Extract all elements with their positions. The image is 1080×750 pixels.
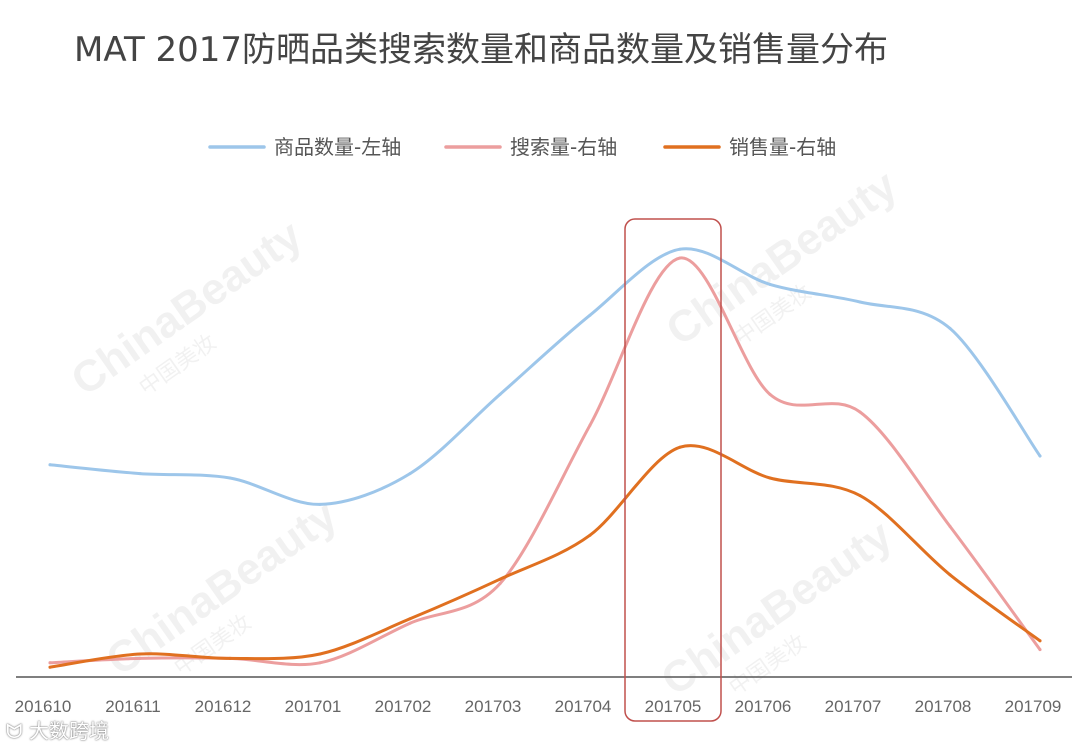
data-point bbox=[768, 282, 772, 286]
data-point bbox=[138, 652, 142, 656]
data-point bbox=[48, 463, 52, 467]
data-point bbox=[678, 445, 682, 449]
data-point bbox=[318, 502, 322, 506]
x-tick-label: 201704 bbox=[555, 697, 612, 716]
x-tick-label: 201703 bbox=[465, 697, 522, 716]
data-point bbox=[948, 524, 952, 528]
x-tick-label: 201701 bbox=[285, 697, 342, 716]
legend-item: 商品数量-左轴 bbox=[208, 135, 401, 159]
data-point bbox=[498, 582, 502, 586]
data-point bbox=[498, 392, 502, 396]
data-point bbox=[1038, 648, 1042, 652]
data-point bbox=[858, 300, 862, 304]
data-point bbox=[768, 392, 772, 396]
legend-item: 搜索量-右轴 bbox=[444, 135, 617, 159]
data-point bbox=[228, 656, 232, 660]
watermarks: ChinaBeauty中国美妆ChinaBeauty中国美妆ChinaBeaut… bbox=[62, 161, 906, 706]
watermark-main: ChinaBeauty bbox=[652, 511, 901, 706]
legend-label: 搜索量-右轴 bbox=[510, 135, 617, 159]
data-point bbox=[318, 661, 322, 665]
x-axis: 201610 201611 201612 201701 201702 201703 2017… bbox=[15, 676, 1072, 716]
highlight-box bbox=[624, 218, 722, 722]
data-point bbox=[588, 423, 592, 427]
footer-logo: ᗢ 大数跨境 bbox=[6, 715, 109, 744]
data-point bbox=[228, 476, 232, 480]
data-point bbox=[48, 661, 52, 665]
x-tick-label: 201705 bbox=[645, 697, 702, 716]
data-point bbox=[948, 326, 952, 330]
data-point bbox=[1038, 454, 1042, 458]
x-tick-label: 201612 bbox=[195, 697, 252, 716]
x-tick-label: 201709 bbox=[1005, 697, 1062, 716]
footer-logo-icon: ᗢ bbox=[6, 719, 29, 743]
data-point bbox=[318, 652, 322, 656]
series-3 bbox=[48, 444, 1042, 669]
footer-logo-text: 大数跨境 bbox=[28, 719, 109, 743]
legend-label: 商品数量-左轴 bbox=[274, 135, 401, 159]
watermark-main: ChinaBeauty bbox=[62, 211, 311, 406]
x-tick-label: 201610 bbox=[15, 697, 72, 716]
data-point bbox=[678, 247, 682, 251]
data-point bbox=[48, 665, 52, 669]
data-point bbox=[138, 472, 142, 476]
chart-title: MAT 2017防晒品类搜索数量和商品数量及销售量分布 bbox=[74, 30, 889, 70]
x-tick-label: 201702 bbox=[375, 697, 432, 716]
chart-legend: 商品数量-左轴 搜索量-右轴 销售量-右轴 bbox=[208, 135, 836, 159]
legend-label: 销售量-右轴 bbox=[729, 135, 836, 159]
data-point bbox=[768, 476, 772, 480]
data-point bbox=[408, 621, 412, 625]
data-point bbox=[588, 313, 592, 317]
x-tick-label: 201706 bbox=[735, 697, 792, 716]
legend-item: 销售量-右轴 bbox=[663, 135, 836, 159]
highlight-layer bbox=[624, 218, 722, 722]
data-point bbox=[408, 617, 412, 621]
data-point bbox=[498, 577, 502, 581]
x-tick-label: 201611 bbox=[105, 697, 160, 716]
data-point bbox=[678, 256, 682, 260]
data-point bbox=[138, 656, 142, 660]
watermark-main: ChinaBeauty bbox=[657, 161, 906, 356]
series-layer bbox=[48, 247, 1042, 669]
x-tick-label: 201708 bbox=[915, 697, 972, 716]
data-point bbox=[588, 533, 592, 537]
data-point bbox=[408, 472, 412, 476]
series-1 bbox=[48, 247, 1042, 506]
data-point bbox=[858, 410, 862, 414]
data-point bbox=[1038, 639, 1042, 643]
data-point bbox=[858, 494, 862, 498]
data-point bbox=[948, 573, 952, 577]
x-tick-label: 201707 bbox=[825, 697, 882, 716]
